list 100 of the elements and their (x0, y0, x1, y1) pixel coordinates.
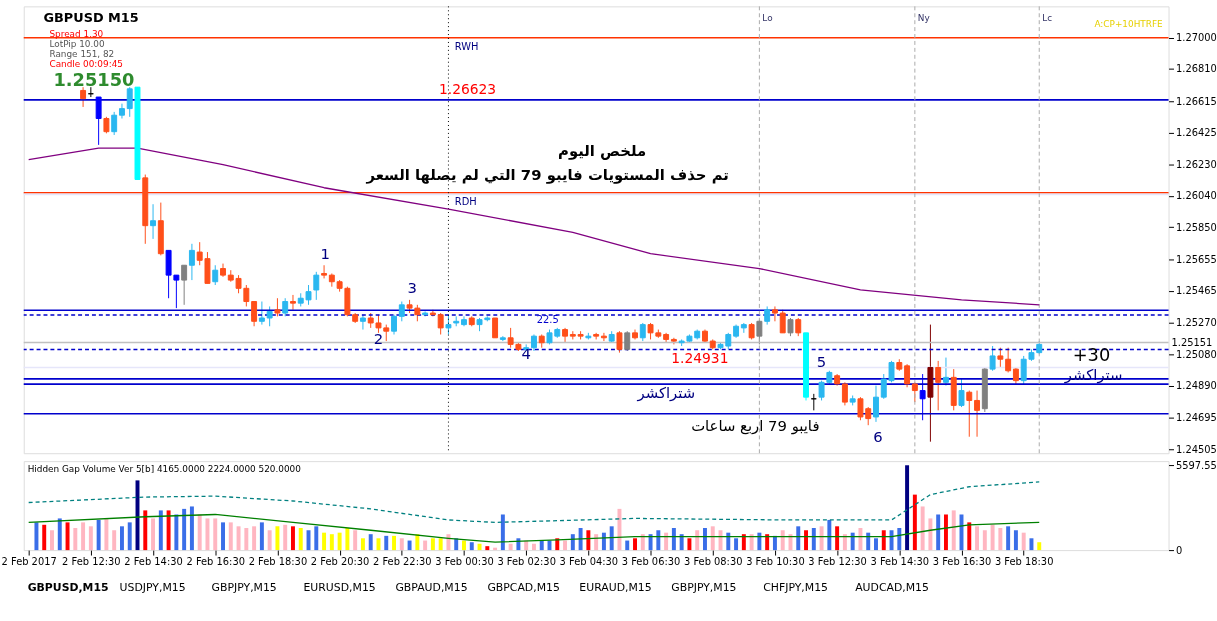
bar (866, 532, 871, 551)
bar (656, 530, 661, 551)
bar (430, 538, 435, 551)
bar (189, 506, 194, 551)
bar (96, 519, 101, 551)
y-tick-label: 1.24890 (1175, 380, 1217, 392)
x-tick-label: 2 Feb 12:30 (62, 556, 121, 568)
bar (353, 530, 358, 551)
candlestick (616, 330, 623, 354)
y-tick-label: 1.25465 (1175, 285, 1217, 297)
bar (462, 540, 466, 551)
candlestick (290, 294, 296, 311)
candlestick (274, 297, 281, 317)
bar (625, 540, 630, 551)
ref-line-label: Ny (917, 13, 930, 24)
bar (780, 530, 785, 551)
bar (905, 465, 910, 551)
candlestick (779, 309, 786, 334)
bar (275, 526, 280, 551)
annotation: 5 (816, 352, 827, 370)
bar (827, 519, 832, 551)
candlestick (266, 305, 273, 327)
bar (804, 530, 809, 551)
line-series (28, 147, 1040, 306)
bar (710, 526, 715, 551)
candlestick (624, 330, 631, 352)
bar (329, 534, 334, 551)
bar (119, 526, 124, 551)
candlestick (111, 111, 118, 136)
x-tick-label: 3 Feb 06:30 (621, 556, 681, 568)
bar (703, 527, 707, 551)
x-tick-label: 3 Feb 02:30 (497, 556, 556, 568)
bar (835, 526, 840, 551)
candlestick (764, 305, 771, 326)
bar (912, 494, 917, 551)
bar (531, 543, 536, 551)
candlestick (771, 305, 778, 322)
ref-line-label: RDH (454, 195, 477, 207)
x-tick-label: 2 Feb 22:30 (373, 556, 432, 568)
annotation: LotPip 10.00 (49, 38, 105, 49)
bar (640, 534, 645, 551)
bar (586, 530, 591, 551)
chart-title: GBPUSD M15 (43, 10, 139, 26)
bar (290, 526, 295, 551)
candlestick (126, 86, 133, 118)
candlestick (181, 264, 188, 306)
bar (112, 530, 117, 551)
bar (1029, 538, 1034, 551)
text: EURUSD,M15 (303, 580, 376, 594)
bar (734, 538, 739, 551)
x-tick-label: 2 Feb 16:30 (186, 556, 245, 568)
text: CHFJPY,M15 (763, 580, 828, 594)
y-tick-label: 1.26040 (1175, 190, 1217, 202)
candlestick (212, 264, 219, 286)
bar (423, 540, 428, 551)
line-series (28, 481, 1040, 524)
bar (516, 538, 521, 551)
annotation: شتراكشر (636, 383, 696, 402)
annotation: 4 (521, 344, 531, 362)
annotation: +30 (1072, 344, 1111, 366)
text: GBPJPY,M15 (671, 580, 737, 594)
candlestick (437, 312, 444, 335)
candlestick (966, 390, 973, 438)
bar (322, 532, 327, 551)
annotation: 1 (320, 245, 330, 263)
bar (267, 530, 272, 551)
bar (897, 527, 902, 551)
bar (221, 522, 225, 551)
bar (174, 514, 179, 551)
bar (765, 534, 770, 551)
bar (1013, 530, 1018, 551)
candlestick (398, 301, 405, 322)
bar (1006, 526, 1011, 551)
bar (578, 527, 583, 551)
ref-line-label: 1.25151 (1171, 336, 1213, 348)
y-tick-label: 1.26425 (1175, 126, 1217, 138)
bar (143, 510, 148, 551)
bar (508, 543, 513, 551)
annotation: Range 151, 82 (49, 48, 115, 59)
candlestick (873, 385, 879, 423)
bar (982, 530, 987, 551)
y-tick-label: 1.24695 (1175, 412, 1217, 424)
bar (539, 540, 544, 551)
text: GBPJPY,M15 (211, 580, 277, 594)
bar (298, 527, 303, 551)
y-tick-label: 1.26615 (1175, 95, 1217, 107)
candlestick (919, 373, 926, 421)
y-tick-label: 1.25850 (1175, 221, 1217, 233)
bar (570, 534, 575, 551)
x-tick-label: 2 Feb 14:30 (124, 556, 183, 568)
line-series (28, 513, 1040, 543)
candlestick (258, 301, 265, 326)
x-tick-label: 3 Feb 08:30 (683, 556, 743, 568)
candlestick (841, 381, 848, 406)
y-tick-label: 1.25655 (1175, 253, 1217, 265)
bar (88, 526, 93, 551)
bar (858, 527, 863, 551)
candlestick (251, 301, 258, 327)
bar (749, 534, 754, 551)
y-tick-label: 1.26230 (1175, 159, 1217, 171)
